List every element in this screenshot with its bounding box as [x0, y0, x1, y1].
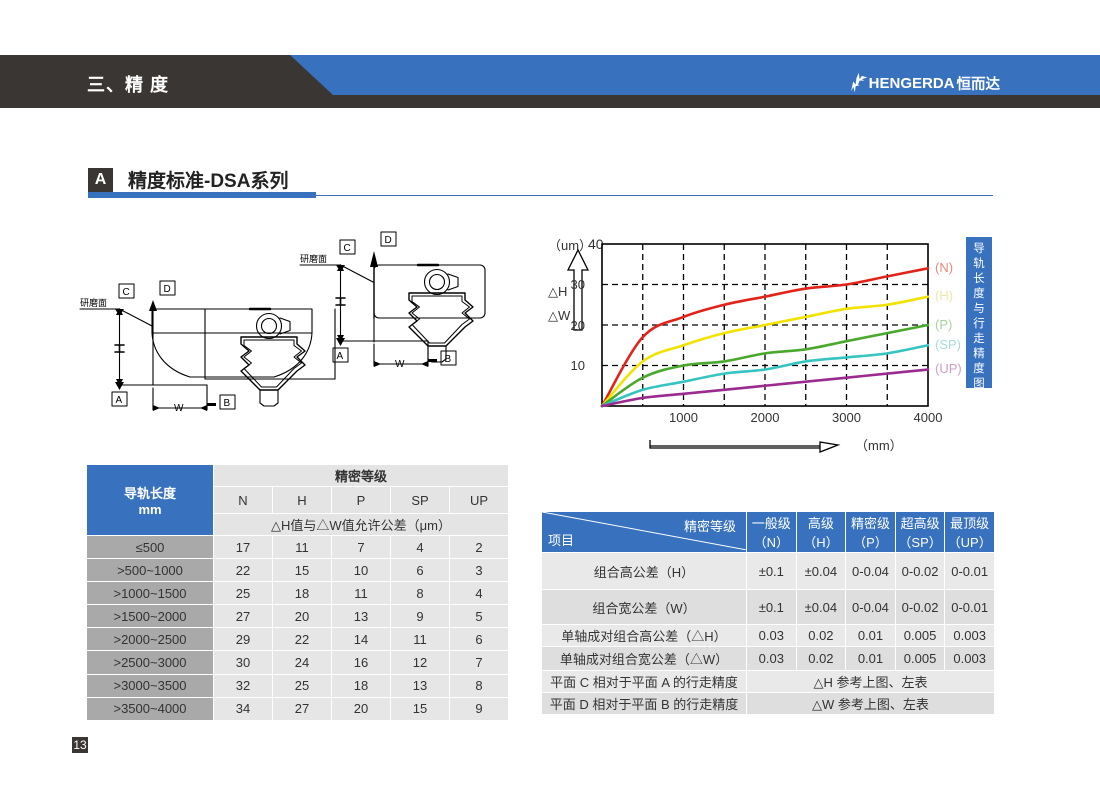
svg-text:图: 图: [973, 377, 985, 390]
svg-text:行: 行: [973, 317, 985, 330]
svg-text:3000: 3000: [832, 410, 861, 425]
svg-text:(SP): (SP): [935, 337, 961, 352]
svg-text:与: 与: [973, 302, 985, 315]
svg-text:10: 10: [571, 358, 585, 373]
svg-text:精: 精: [973, 347, 985, 360]
svg-text:20: 20: [571, 318, 585, 333]
svg-text:2000: 2000: [751, 410, 780, 425]
svg-text:(N): (N): [935, 260, 953, 275]
svg-text:30: 30: [571, 277, 585, 292]
svg-text:导: 导: [973, 242, 985, 255]
svg-text:1000: 1000: [669, 410, 698, 425]
svg-text:△H: △H: [548, 284, 567, 299]
svg-text:长: 长: [973, 272, 985, 285]
svg-text:(UP): (UP): [935, 361, 962, 376]
svg-text:（um）: （um）: [548, 238, 592, 253]
svg-text:(H): (H): [935, 288, 953, 303]
svg-text:(P): (P): [935, 317, 952, 332]
svg-text:4000: 4000: [914, 410, 943, 425]
svg-text:走: 走: [973, 332, 985, 345]
svg-text:△W: △W: [548, 308, 571, 323]
svg-text:（mm）: （mm）: [855, 438, 903, 453]
svg-text:轨: 轨: [973, 256, 985, 270]
svg-text:度: 度: [973, 286, 985, 300]
svg-text:度: 度: [973, 361, 985, 375]
